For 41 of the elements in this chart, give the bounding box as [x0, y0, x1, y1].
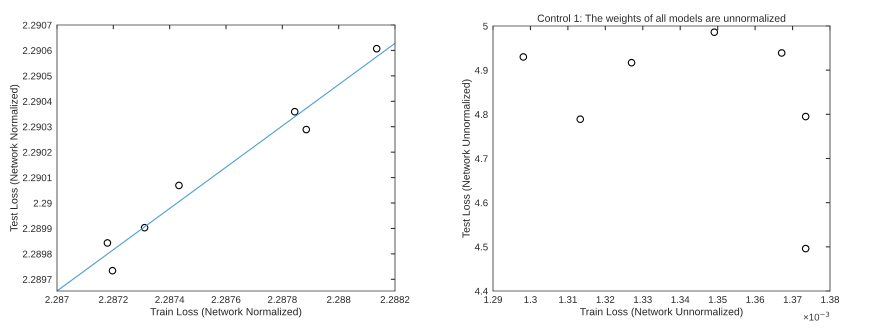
y-axis-title: Test Loss (Network Unnormalized) [462, 80, 472, 238]
x-tick-label: 2.2882 [380, 296, 410, 303]
y-tick-label: 2.29 [34, 200, 52, 207]
x-tick-label: 2.288 [326, 296, 350, 303]
x-tick-label: 1.36 [746, 296, 764, 303]
y-tick-label: 4.5 [474, 244, 488, 250]
x-tick-label: 1.31 [559, 296, 577, 303]
x-tick-label: 1.29 [484, 296, 502, 303]
x-tick-label: 2.2872 [98, 296, 128, 303]
y-axis-title: Test Loss (Network Normalized) [10, 84, 20, 232]
y-tick-label: 2.2902 [22, 148, 52, 156]
x-tick-label: 1.34 [672, 296, 690, 303]
y-tick-label: 2.2903 [22, 123, 52, 130]
x-axis-title: Train Loss (Network Normalized) [150, 308, 302, 318]
y-tick-label: 2.2899 [22, 225, 52, 232]
y-tick-label: 2.2898 [22, 250, 52, 258]
y-tick-label: 5 [483, 22, 488, 30]
text: ×10$^{−3}$ [804, 312, 830, 321]
x-tick-label: 1.33 [634, 296, 652, 303]
chart-title: Control 1: The weights of all models are unnormalized [538, 14, 786, 24]
y-tick-label: 4.7 [474, 155, 488, 162]
y-tick-label: 2.2904 [22, 98, 52, 105]
x-tick-label: 1.37 [784, 296, 802, 303]
x-tick-label: 1.3 [524, 296, 537, 303]
y-tick-label: 2.2897 [22, 276, 52, 283]
x-tick-label: 2.2876 [212, 296, 240, 303]
y-tick-label: 4.8 [474, 111, 488, 118]
y-tick-label: 2.2906 [22, 47, 52, 54]
y-tick-label: 2.2901 [22, 174, 52, 182]
y-tick-label: 4.9 [474, 66, 488, 74]
y-tick-label: 2.2905 [22, 72, 52, 80]
y-tick-label: 2.2907 [22, 22, 52, 29]
y-tick-label: 4.6 [474, 199, 488, 206]
x-axis-title: Train Loss (Network Unnormalized) [580, 308, 743, 318]
x-tick-label: 1.38 [821, 296, 840, 303]
x-tick-label: 2.287 [45, 296, 69, 303]
x-tick-label: 1.32 [596, 296, 614, 303]
x-tick-label: 2.2878 [268, 296, 297, 303]
x-tick-label: 1.35 [708, 296, 727, 303]
y-tick-label: 4.4 [474, 288, 488, 295]
x-tick-label: 2.2874 [155, 296, 184, 303]
